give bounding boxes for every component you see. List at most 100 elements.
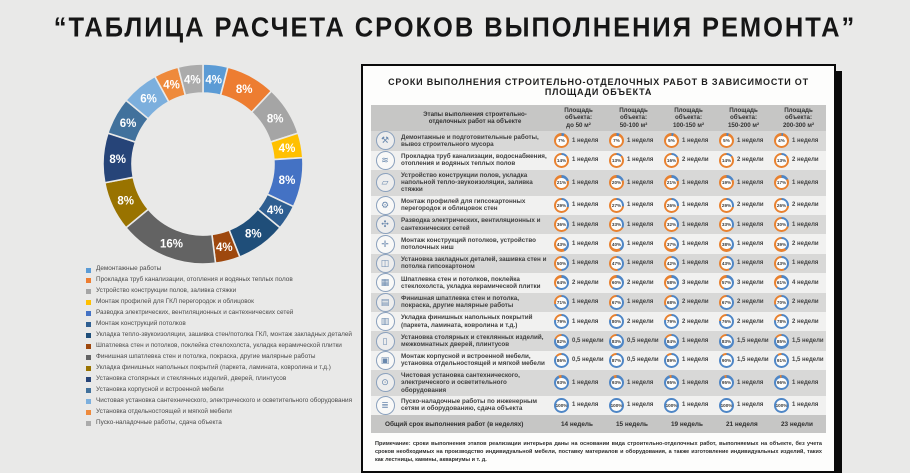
row-label: Шпатлевка стен и потолков, поклейка стек… bbox=[401, 275, 541, 290]
ring-percent: 37% bbox=[666, 238, 677, 250]
table-row: ⚙ Монтаж профилей для гипсокартонных пере… bbox=[371, 195, 826, 215]
weeks-label: 2 недели bbox=[737, 202, 764, 209]
column-header: Площадь объекта: до 50 м² bbox=[551, 105, 606, 131]
legend-item: Устройство конструкции полов, заливка ст… bbox=[86, 286, 376, 295]
data-cell: 47% 1 неделя bbox=[606, 255, 661, 271]
column-header: Площадь объекта: 100-150 м² bbox=[661, 105, 716, 131]
legend-item-label: Прокладка труб канализации, отопления и … bbox=[96, 275, 293, 283]
legend-swatch bbox=[86, 322, 91, 328]
total-value: 15 недель bbox=[616, 420, 648, 428]
weeks-label: 1 неделя bbox=[792, 137, 819, 144]
weeks-label: 1 неделя bbox=[572, 202, 599, 209]
weeks-label: 1 неделя bbox=[572, 241, 599, 248]
schedule-table: Этапы выполнения строительно-отделочных … bbox=[371, 105, 826, 434]
data-cell: 67% 1 неделя bbox=[606, 294, 661, 310]
progress-ring: 38% bbox=[719, 236, 734, 252]
progress-ring: 19% bbox=[719, 175, 734, 191]
weeks-label: 1 неделя bbox=[737, 137, 764, 144]
row-icon-cell: ▦ bbox=[371, 273, 399, 293]
progress-ring: 79% bbox=[664, 314, 679, 330]
weeks-label: 2 недели bbox=[792, 241, 819, 248]
legend-swatch bbox=[86, 366, 91, 372]
ring-percent: 14% bbox=[721, 155, 732, 166]
ring-percent: 30% bbox=[776, 219, 787, 230]
legend-swatch bbox=[86, 289, 91, 295]
weeks-label: 1 неделя bbox=[737, 260, 764, 267]
weeks-label: 1 неделя bbox=[627, 402, 654, 409]
clipboard-icon: ≣ bbox=[375, 395, 395, 415]
legend-item: Укладка тепло-звукоизоляции, зашивка сте… bbox=[86, 330, 376, 339]
weeks-label: 2 недели bbox=[737, 318, 764, 325]
ring-percent: 84% bbox=[666, 335, 677, 347]
weeks-label: 2 недели bbox=[572, 279, 599, 286]
weeks-label: 1 неделя bbox=[682, 260, 709, 267]
weeks-label: 1 неделя bbox=[682, 402, 709, 409]
ring-percent: 33% bbox=[611, 219, 622, 230]
ring-percent: 100% bbox=[666, 400, 677, 411]
column-header-prefix: Площадь объекта: bbox=[674, 107, 703, 122]
legend-item-label: Монтаж профилей для ГКЛ перегородок и об… bbox=[96, 297, 254, 305]
ring-percent: 64% bbox=[556, 277, 567, 289]
ring-percent: 100% bbox=[611, 400, 622, 411]
data-cell: 58% 3 недели bbox=[661, 275, 716, 291]
donut-segment-label: 6% bbox=[120, 118, 137, 130]
progress-ring: 64% bbox=[554, 275, 569, 291]
weeks-label: 2 недели bbox=[682, 318, 709, 325]
row-label: Демонтажные и подготовительные работы, в… bbox=[401, 133, 539, 148]
legend-item-label: Укладка тепло-звукоизоляции, зашивка сте… bbox=[96, 330, 352, 338]
ring-percent: 16% bbox=[666, 155, 677, 166]
progress-ring: 57% bbox=[719, 275, 734, 291]
table-row: ▱ Устройство конструкции полов, укладка н… bbox=[371, 170, 826, 196]
progress-ring: 80% bbox=[609, 314, 624, 330]
progress-ring: 13% bbox=[774, 152, 789, 168]
progress-ring: 93% bbox=[554, 375, 569, 391]
progress-ring: 68% bbox=[664, 294, 679, 310]
legend-item-label: Монтаж конструкций потолков bbox=[96, 319, 186, 327]
weeks-label: 2 недели bbox=[682, 299, 709, 306]
donut-segment-label: 4% bbox=[267, 205, 284, 217]
table-row: ⊙ Чистовая установка сантехнического, эле… bbox=[371, 370, 826, 396]
progress-ring: 95% bbox=[719, 375, 734, 391]
ring-percent: 76% bbox=[721, 316, 732, 327]
ring-percent: 21% bbox=[556, 177, 567, 189]
table-row: ▯ Установка столярных и стеклянных издели… bbox=[371, 331, 826, 351]
ring-percent: 78% bbox=[776, 316, 787, 327]
progress-ring: 33% bbox=[609, 217, 624, 233]
data-cell: 71% 1 неделя bbox=[551, 294, 606, 310]
weeks-label: 2 недели bbox=[792, 157, 819, 164]
donut-segment-label: 8% bbox=[117, 196, 134, 208]
donut-segment-label: 4% bbox=[279, 143, 296, 155]
donut-chart: 4% 8% 8% 4% 8% 4% 8% 4% 16% 8% 8% 6% 6% 4% 4% bbox=[99, 60, 307, 268]
row-label: Чистовая установка сантехнического, элек… bbox=[401, 372, 520, 394]
data-cell: 21% 1 неделя bbox=[661, 175, 716, 191]
row-icon-cell: ▣ bbox=[371, 350, 399, 370]
data-cell: 26% 2 недели bbox=[771, 197, 826, 213]
row-label: Пуско-наладочные работы по инженерным се… bbox=[401, 398, 538, 413]
data-cell: 14% 1 неделя bbox=[551, 152, 606, 168]
data-cell: 67% 2 недели bbox=[716, 294, 771, 310]
data-cell: 27% 1 неделя bbox=[606, 197, 661, 213]
column-header-prefix: Площадь объекта: bbox=[784, 107, 813, 122]
data-cell: 91% 1,5 недели bbox=[771, 352, 826, 368]
ring-percent: 58% bbox=[666, 277, 677, 289]
progress-ring: 78% bbox=[774, 314, 789, 330]
data-cell: 84% 1 неделя bbox=[661, 333, 716, 349]
progress-ring: 29% bbox=[554, 197, 569, 213]
legend-item: Шпатлевка стен и потолков, поклейка стек… bbox=[86, 342, 376, 350]
weeks-label: 1,5 недели bbox=[792, 338, 824, 345]
legend-item-label: Устройство конструкции полов, заливка ст… bbox=[96, 286, 237, 294]
ring-percent: 36% bbox=[556, 219, 567, 230]
ring-percent: 26% bbox=[666, 200, 677, 211]
weeks-label: 2 недели bbox=[792, 299, 819, 306]
progress-ring: 26% bbox=[664, 197, 679, 213]
data-cell: 26% 1 неделя bbox=[661, 197, 716, 213]
progress-ring: 100% bbox=[554, 397, 569, 413]
data-cell: 85% 1,5 недели bbox=[771, 333, 826, 349]
table-footnote: Примечание: сроки выполнения этапов реал… bbox=[375, 441, 822, 464]
column-header-range: 200-300 м² bbox=[782, 121, 815, 129]
legend-item-label: Разводка электрических, вентиляционных и… bbox=[96, 308, 294, 316]
donut-segment-label: 6% bbox=[140, 93, 157, 105]
table-row: ≋ Прокладка труб канализации, водоснабжен… bbox=[371, 150, 826, 170]
weeks-label: 1 неделя bbox=[627, 202, 654, 209]
legend-item: Укладка финишных напольных покрытий (пар… bbox=[86, 364, 376, 372]
